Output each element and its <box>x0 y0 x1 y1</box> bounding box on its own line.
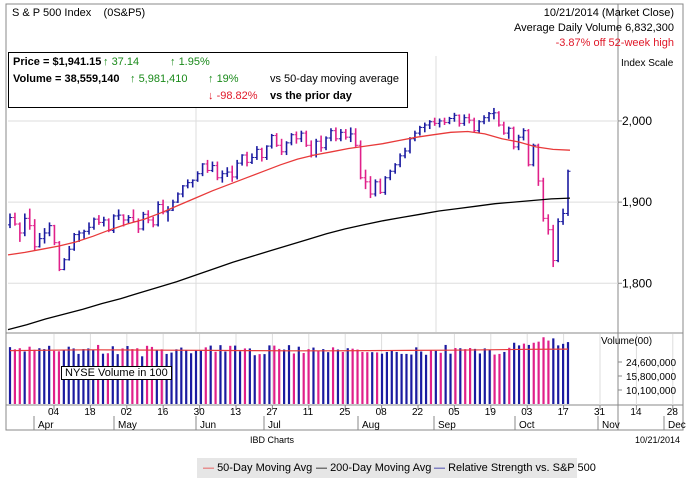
price-pct-value: 1.95% <box>178 56 210 68</box>
ma200-line <box>7 197 571 331</box>
price-row: Price = $1,941.15 <box>13 56 101 68</box>
volume-scale-title: Volume(00) <box>601 336 653 347</box>
date-tick-label: 22 <box>412 407 424 418</box>
up-arrow-icon: ↑ <box>130 73 136 85</box>
up-arrow-icon: ↑ <box>208 73 214 85</box>
date-tick-label: 31 <box>594 407 606 418</box>
volume-pct-50-value: 19% <box>216 73 239 85</box>
legend-ma50: — 50-Day Moving Avg <box>203 462 312 474</box>
date-tick-label: 16 <box>157 407 169 418</box>
outer-frame <box>5 3 684 431</box>
date-line: 10/21/2014 (Market Close) <box>543 7 674 19</box>
date-tick-label: 02 <box>121 407 133 418</box>
volume-tick-label: 24,600,000 <box>626 358 676 369</box>
month-label: Jun <box>200 420 216 431</box>
month-label: Apr <box>38 420 54 431</box>
date-tick-label: 27 <box>266 407 278 418</box>
date-tick-label: 08 <box>376 407 388 418</box>
legend-bar <box>197 458 577 478</box>
date-tick-label: 11 <box>303 407 314 418</box>
vs-50-text: vs 50-day moving average <box>270 73 400 85</box>
date-tick-label: 19 <box>485 407 497 418</box>
date-tick-label: 14 <box>630 407 642 418</box>
date-tick-label: 04 <box>48 407 60 418</box>
volume-tick-label: 15,800,000 <box>626 372 676 383</box>
price-tick-label: 2,000 <box>622 114 652 128</box>
month-label: Nov <box>602 420 620 431</box>
legend-ma50-label: 50-Day Moving Avg <box>217 462 313 474</box>
ma50-line <box>7 130 571 256</box>
index-name: S & P 500 Index (0S&P5) <box>12 7 145 19</box>
legend-ma200: — 200-Day Moving Avg <box>316 462 431 474</box>
date-tick-label: 05 <box>448 407 460 418</box>
month-label: Jul <box>268 420 281 431</box>
legend-ma200-swatch: — <box>316 462 327 474</box>
volume-value: 38,559,140 <box>64 73 120 85</box>
month-label: Oct <box>519 420 535 431</box>
price-value: $1,941.15 <box>52 56 102 68</box>
down-arrow-icon: ↓ <box>208 90 214 102</box>
price-label: Price = <box>13 56 53 68</box>
up-arrow-icon: ↑ <box>170 56 176 68</box>
price-change: ↑ 37.14 <box>103 56 139 68</box>
volume-change: ↑ 5,981,410 <box>130 73 188 85</box>
price-change-value: 37.14 <box>111 56 140 68</box>
up-arrow-icon: ↑ <box>103 56 109 68</box>
month-label: Sep <box>438 420 456 431</box>
volume-change-value: 5,981,410 <box>138 73 188 85</box>
price-tick-label: 1,800 <box>622 276 652 290</box>
off-high-line: -3.87% off 52-week high <box>555 37 674 49</box>
legend-ma200-label: 200-Day Moving Avg <box>330 462 432 474</box>
date-tick-label: 25 <box>339 407 351 418</box>
footer-date: 10/21/2014 <box>634 435 680 445</box>
price-info-box <box>8 52 408 108</box>
volume-row: Volume = 38,559,140 <box>13 73 120 85</box>
date-tick-label: 03 <box>521 407 533 418</box>
legend-rs-swatch: — <box>434 462 445 474</box>
legend-rs: — Relative Strength vs. S&P 500 <box>434 462 596 474</box>
date-tick-label: 17 <box>558 407 570 418</box>
legend-rs-label: Relative Strength vs. S&P 500 <box>448 462 596 474</box>
volume-pct-prior: ↓ -98.82% <box>208 90 258 102</box>
index-symbol: (0S&P5) <box>103 7 146 19</box>
month-label: Dec <box>668 420 686 431</box>
month-label: May <box>118 420 137 431</box>
index-title: S & P 500 Index <box>12 7 92 19</box>
volume-ma-line <box>9 348 569 352</box>
index-scale-label: Index Scale <box>621 58 674 69</box>
date-tick-label: 18 <box>84 407 96 418</box>
date-tick-label: 30 <box>194 407 206 418</box>
source-label: IBD Charts <box>250 435 295 445</box>
date-tick-label: 28 <box>667 407 679 418</box>
vs-prior-text: vs the prior day <box>270 90 352 102</box>
month-label: Aug <box>362 420 380 431</box>
volume-pct-prior-value: -98.82% <box>216 90 258 102</box>
price-pct-change: ↑ 1.95% <box>170 56 210 68</box>
volume-label: Volume = <box>13 73 65 85</box>
price-tick-label: 1,900 <box>622 195 652 209</box>
date-tick-label: 13 <box>230 407 242 418</box>
avg-volume-line: Average Daily Volume 6,832,300 <box>513 22 674 34</box>
legend-ma50-swatch: — <box>203 462 214 474</box>
volume-tick-label: 10,100,000 <box>626 386 676 397</box>
volume-label-box: NYSE Volume in 100 <box>61 366 172 380</box>
volume-pct-50: ↑ 19% <box>208 73 239 85</box>
